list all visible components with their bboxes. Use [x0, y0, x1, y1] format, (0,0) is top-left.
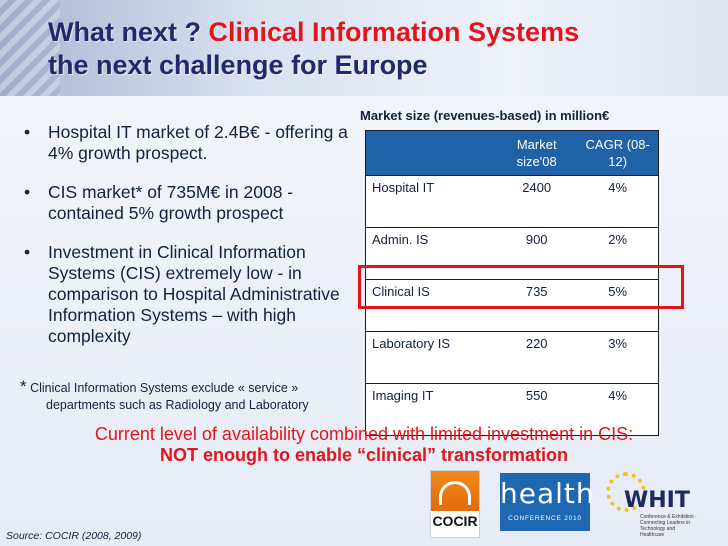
row-label: Hospital IT — [365, 175, 496, 228]
table-row: Admin. IS 900 2% — [365, 227, 659, 280]
header-decoration — [0, 0, 60, 96]
cocir-logo-text: COCIR — [432, 513, 478, 529]
cocir-logo: COCIR — [430, 470, 480, 538]
row-label: Laboratory IS — [365, 331, 496, 384]
table-row: Hospital IT 2400 4% — [365, 175, 659, 228]
bullet-marker: • — [24, 182, 31, 202]
row-cagr: 5% — [577, 279, 659, 332]
title-highlight: Clinical Information Systems — [208, 17, 580, 47]
row-market: 550 — [496, 383, 578, 436]
whit-logo-text: WHIT — [624, 488, 690, 513]
health-conference-logo: health CONFERENCE 2010 — [500, 473, 595, 531]
row-cagr: 4% — [577, 383, 659, 436]
row-cagr: 2% — [577, 227, 659, 280]
bullet-item: • CIS market* of 735M€ in 2008 - containe… — [18, 182, 358, 224]
header-cell-market: Market size'08 — [496, 130, 578, 176]
row-cagr: 3% — [577, 331, 659, 384]
bullet-marker: • — [24, 122, 31, 142]
whit-logo: WHIT Conference & Exhibition · Connectin… — [604, 470, 700, 538]
slide-header: What next ? Clinical Information Systems… — [0, 0, 728, 96]
health-logo-text: health — [500, 477, 595, 510]
slide-title: What next ? Clinical Information Systems… — [48, 16, 718, 82]
star-ring-icon — [606, 472, 646, 512]
row-market: 2400 — [496, 175, 578, 228]
table-row: Laboratory IS 220 3% — [365, 331, 659, 384]
table-row: Imaging IT 550 4% — [365, 383, 659, 436]
health-logo-subtext: CONFERENCE 2010 — [508, 515, 582, 522]
title-part1: What next ? — [48, 17, 209, 47]
bullet-marker: • — [24, 242, 31, 262]
bullet-text: Hospital IT market of 2.4B€ - offering a… — [48, 122, 348, 163]
clinical-is-highlight-box — [358, 265, 684, 309]
title-line2: the next challenge for Europe — [48, 50, 428, 80]
footnote-line2: departments such as Radiology and Labora… — [46, 398, 309, 412]
cocir-arch-icon — [431, 471, 479, 511]
row-market: 900 — [496, 227, 578, 280]
row-label: Clinical IS — [365, 279, 496, 332]
table-row: Clinical IS 735 5% — [365, 279, 659, 332]
header-cell-cagr: CAGR (08-12) — [577, 130, 659, 176]
source-note: Source: COCIR (2008, 2009) — [6, 530, 142, 542]
market-table: Market size'08 CAGR (08-12) Hospital IT … — [365, 130, 659, 436]
table-header-row: Market size'08 CAGR (08-12) — [365, 130, 659, 176]
whit-logo-subtext: Conference & Exhibition · Connecting Lea… — [640, 514, 697, 538]
bullet-item: • Hospital IT market of 2.4B€ - offering … — [18, 122, 358, 164]
bullet-text: Investment in Clinical Information Syste… — [48, 242, 340, 346]
row-market: 735 — [496, 279, 578, 332]
bullet-item: • Investment in Clinical Information Syst… — [18, 242, 358, 347]
footnote-line1: Clinical Information Systems exclude « s… — [26, 381, 299, 395]
header-cell-blank — [365, 130, 496, 176]
row-market: 220 — [496, 331, 578, 384]
row-label: Imaging IT — [365, 383, 496, 436]
footnote-star: * — [20, 377, 27, 396]
conclusion-line1: Current level of availability combined w… — [94, 424, 634, 444]
market-table-title: Market size (revenues-based) in million€ — [360, 108, 610, 123]
row-cagr: 4% — [577, 175, 659, 228]
footnote: * Clinical Information Systems exclude «… — [20, 378, 360, 414]
bullet-list: • Hospital IT market of 2.4B€ - offering … — [18, 122, 358, 347]
row-label: Admin. IS — [365, 227, 496, 280]
conclusion-line2: NOT enough to enable “clinical” transfor… — [159, 445, 569, 465]
bullet-text: CIS market* of 735M€ in 2008 - contained… — [48, 182, 294, 223]
